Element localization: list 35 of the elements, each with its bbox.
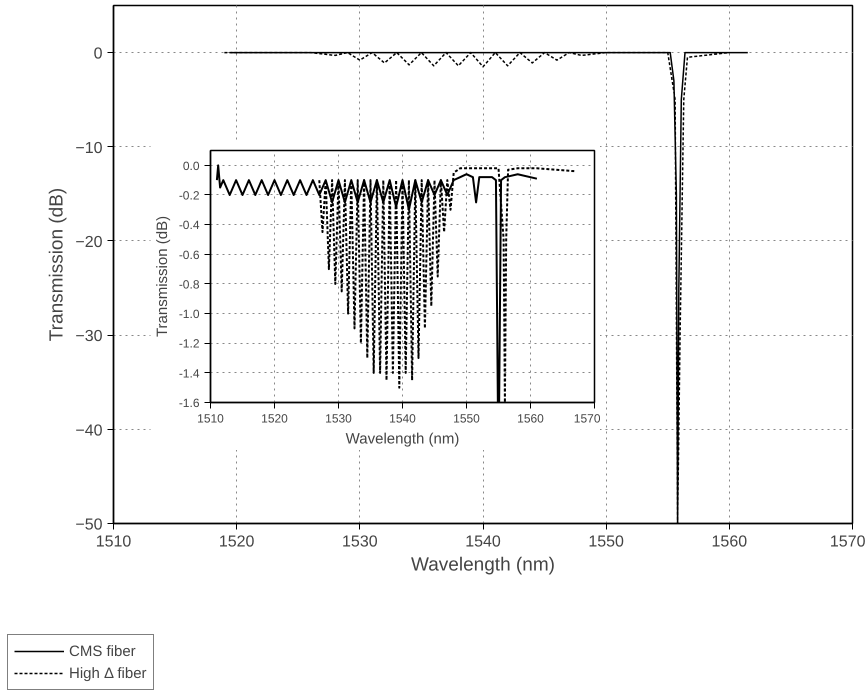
x-axis-title: Wavelength (nm)	[411, 554, 555, 576]
y-tick-label: −40	[75, 422, 103, 440]
x-tick-label: 1520	[261, 412, 288, 426]
y-tick-label: -1.2	[178, 336, 200, 351]
x-tick-label: 1570	[830, 534, 865, 550]
y-tick-label: -1.6	[178, 396, 200, 410]
y-tick-label: −10	[75, 140, 103, 157]
x-tick-label: 1540	[389, 412, 416, 426]
legend-label: CMS fiber	[69, 642, 136, 660]
y-tick-label: −50	[75, 516, 103, 534]
y-tick-label: -1.0	[178, 307, 200, 322]
y-tick-label: -0.2	[178, 188, 200, 202]
y-tick-label: 0	[94, 46, 103, 63]
y-tick-label: -0.4	[178, 218, 200, 232]
y-tick-label: −30	[75, 328, 103, 346]
y-tick-label: -0.6	[178, 248, 200, 262]
y-tick-label: 0.0	[182, 158, 200, 173]
y-tick-label: -0.8	[178, 277, 200, 292]
x-tick-label: 1560	[712, 534, 748, 550]
x-tick-label: 1510	[197, 412, 224, 426]
x-tick-label: 1560	[517, 412, 544, 426]
y-axis-title: Transmission (dB)	[154, 216, 171, 338]
y-tick-label: -1.4	[178, 366, 200, 380]
y-tick-label: −20	[75, 234, 103, 251]
x-tick-label: 1530	[325, 412, 352, 426]
x-tick-label: 1520	[218, 534, 255, 550]
x-axis-title: Wavelength (nm)	[346, 430, 460, 448]
x-tick-label: 1530	[342, 534, 378, 550]
y-axis-title: Transmission (dB)	[46, 188, 68, 342]
x-tick-label: 1540	[465, 534, 501, 550]
legend-label: High Δ fiber	[69, 664, 147, 682]
x-tick-label: 1570	[574, 412, 601, 426]
x-tick-label: 1510	[96, 534, 132, 550]
x-tick-label: 1550	[588, 534, 624, 550]
x-tick-label: 1550	[453, 412, 480, 426]
